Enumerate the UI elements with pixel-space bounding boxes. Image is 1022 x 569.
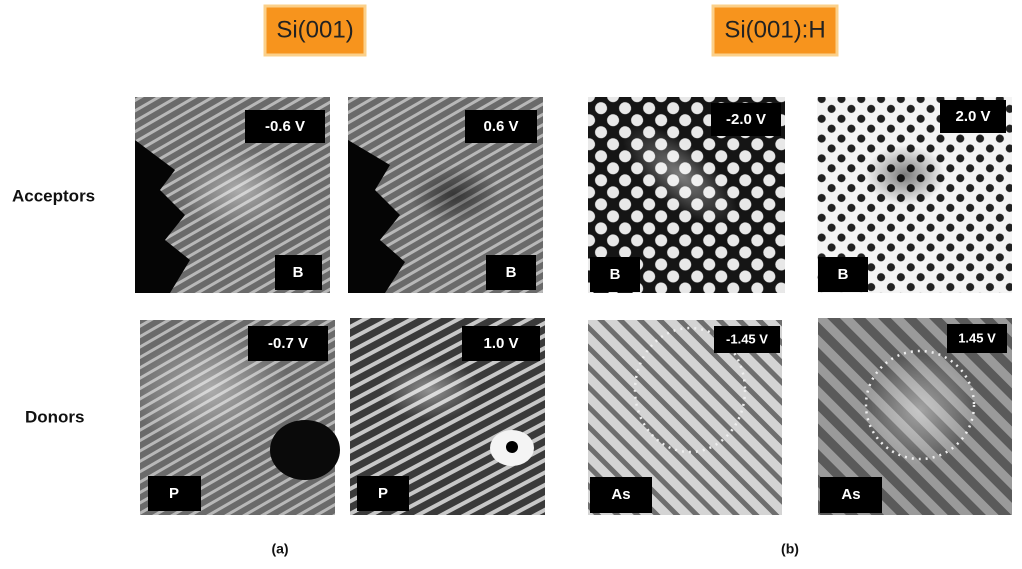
panel-caption: (b) xyxy=(781,541,799,557)
voltage-label: -0.6 V xyxy=(265,118,305,135)
figure: Si(001) Si(001):H Acceptors Donors xyxy=(0,0,1022,569)
voltage-label: 2.0 V xyxy=(955,108,990,125)
dopant-label: B xyxy=(610,266,621,283)
panel-caption: (a) xyxy=(271,541,288,557)
panel-title: Si(001):H xyxy=(724,16,825,43)
voltage-label: -0.7 V xyxy=(268,335,308,352)
dopant-label: As xyxy=(611,486,630,503)
dopant-label: B xyxy=(506,264,517,281)
panel-title: Si(001) xyxy=(276,16,353,43)
row-label: Acceptors xyxy=(12,186,95,205)
dopant-label: B xyxy=(293,264,304,281)
voltage-label: 0.6 V xyxy=(483,118,518,135)
voltage-label: -1.45 V xyxy=(726,331,768,346)
voltage-label: 1.0 V xyxy=(483,335,518,352)
voltage-label: 1.45 V xyxy=(958,330,996,345)
voltage-label: -2.0 V xyxy=(726,111,766,128)
row-label: Donors xyxy=(25,407,85,426)
dopant-label: B xyxy=(838,266,849,283)
dopant-label: P xyxy=(378,485,388,502)
dopant-label: P xyxy=(169,485,179,502)
dopant-label: As xyxy=(841,486,860,503)
